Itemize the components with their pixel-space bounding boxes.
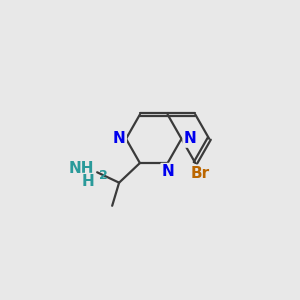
Text: H: H (82, 174, 95, 189)
Text: N: N (113, 131, 125, 146)
Text: Br: Br (190, 166, 209, 181)
Text: N: N (184, 131, 197, 146)
Text: N: N (162, 164, 174, 179)
Text: NH: NH (68, 161, 94, 176)
Text: 2: 2 (99, 169, 108, 182)
